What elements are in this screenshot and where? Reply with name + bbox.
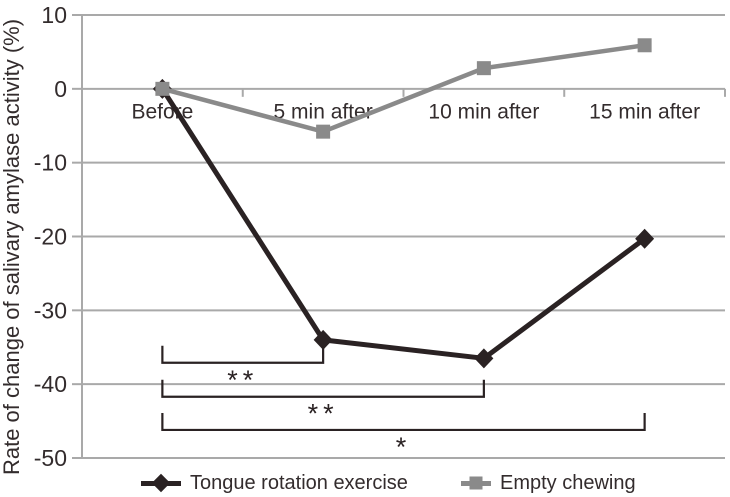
data-point-diamond (635, 228, 655, 249)
y-tick-label: 0 (54, 76, 67, 102)
y-tick-label: -10 (34, 150, 67, 176)
x-category-label: 5 min after (274, 101, 373, 124)
data-point-square (637, 38, 652, 53)
data-point-square (316, 124, 331, 139)
x-category-label: 10 min after (428, 101, 539, 124)
significance-label: ** (227, 365, 258, 395)
x-category-label: Before (131, 101, 193, 124)
data-point-diamond (474, 348, 494, 369)
diamond-marker-icon (151, 473, 171, 493)
significance-bracket (161, 345, 325, 364)
legend-item-empty: Empty chewing (461, 469, 636, 497)
tongue-series-legend-marker (141, 469, 181, 497)
data-point-diamond (313, 329, 333, 350)
data-point-square (476, 61, 491, 76)
legend: Tongue rotation exercise Empty chewing (0, 469, 730, 497)
legend-label-tongue: Tongue rotation exercise (190, 472, 408, 494)
significance-label: * (396, 432, 412, 462)
y-tick-label: -50 (34, 445, 67, 471)
x-category-label: 15 min after (589, 101, 700, 124)
square-marker-icon (469, 476, 483, 490)
empty-series-legend-marker (461, 469, 491, 497)
legend-label-empty: Empty chewing (500, 472, 636, 494)
significance-label: ** (308, 399, 339, 429)
significance-bracket (161, 412, 646, 432)
y-tick-label: -20 (34, 224, 67, 250)
series-line-0 (160, 87, 647, 361)
significance-bracket (161, 379, 485, 398)
y-tick-label: 10 (41, 2, 67, 28)
series-line-1 (161, 43, 645, 135)
y-tick-label: -40 (34, 371, 67, 397)
y-tick-label: -30 (34, 297, 67, 323)
legend-item-tongue: Tongue rotation exercise (141, 469, 408, 497)
data-point-square (155, 81, 170, 96)
